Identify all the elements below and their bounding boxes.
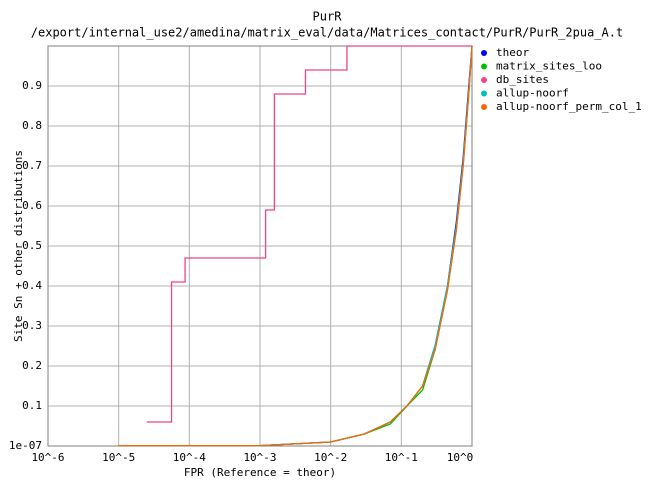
y-tick-label: 0.5 [22,239,42,252]
x-tick-label: 10^0 [447,451,474,464]
legend-label: matrix_sites_loo [496,60,602,73]
legend-marker [481,63,487,70]
y-tick-label: 1e-07 [9,439,42,452]
chart-subtitle: /export/internal_use2/amedina/matrix_eva… [31,26,623,40]
x-tick-label: 10^-1 [385,451,418,464]
y-tick-label: 0.7 [22,159,42,172]
y-tick-label: 0.4 [22,279,42,292]
y-axis-label: Site Sn + other distributions [12,150,25,342]
series-line [146,45,472,423]
y-tick-label: 0.1 [22,399,42,412]
y-tick-label: 0.6 [22,199,42,212]
legend-label: allup-noorf [496,87,569,100]
x-tick-label: 10^-5 [102,451,135,464]
legend-marker [481,50,487,56]
legend-label: allup-noorf_perm_col_1 [496,100,642,113]
x-axis-label: FPR (Reference = theor) [184,466,336,479]
y-tick-label: 0.3 [22,319,42,332]
x-tick-label: 10^-6 [31,451,64,464]
legend-marker [481,104,487,110]
chart-title: PurR [313,10,343,24]
x-tick-label: 10^-3 [243,451,276,464]
series-line [118,45,473,447]
x-tick-label: 10^-4 [173,451,206,464]
x-tick-label: 10^-2 [314,451,347,464]
legend-label: theor [496,46,529,59]
legend-label: db_sites [496,73,549,86]
y-tick-label: 0.2 [22,359,42,372]
y-tick-label: 0.8 [22,119,42,132]
y-tick-label: 0.9 [22,79,42,92]
legend-marker [481,90,487,97]
legend-marker [481,77,487,83]
